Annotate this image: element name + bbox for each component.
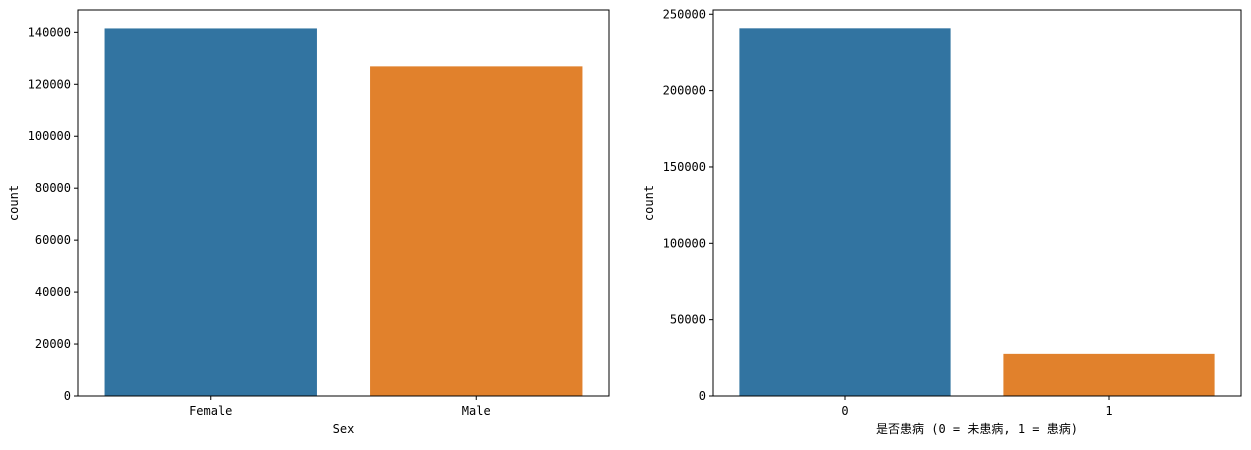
y-tick-label: 80000: [35, 181, 71, 195]
y-tick-label: 150000: [663, 160, 706, 174]
x-tick-label: Male: [462, 404, 491, 418]
y-tick-label: 140000: [28, 25, 71, 39]
x-axis-label: 是否患病 (0 = 未患病, 1 = 患病): [876, 421, 1078, 436]
y-tick-label: 60000: [35, 233, 71, 247]
x-axis-label: Sex: [333, 422, 355, 436]
y-axis-label: count: [7, 185, 21, 221]
y-tick-label: 250000: [663, 7, 706, 21]
y-tick-label: 0: [64, 389, 71, 403]
axes-frame: [712, 9, 1242, 397]
y-tick-label: 120000: [28, 77, 71, 91]
x-tick-label: 0: [841, 404, 848, 418]
x-tick-label: 1: [1105, 404, 1112, 418]
bar: [104, 28, 317, 396]
y-tick-label: 100000: [28, 129, 71, 143]
y-tick-label: 0: [699, 389, 706, 403]
x-tick-label: Female: [189, 404, 232, 418]
y-tick-label: 200000: [663, 84, 706, 98]
bar: [1003, 353, 1215, 396]
bar: [739, 28, 951, 396]
axes-frame: [77, 9, 610, 397]
bar: [370, 66, 583, 396]
y-tick-label: 40000: [35, 285, 71, 299]
y-tick-label: 100000: [663, 236, 706, 250]
y-axis-label: count: [642, 185, 656, 221]
y-tick-label: 50000: [670, 313, 706, 327]
y-tick-label: 20000: [35, 337, 71, 351]
